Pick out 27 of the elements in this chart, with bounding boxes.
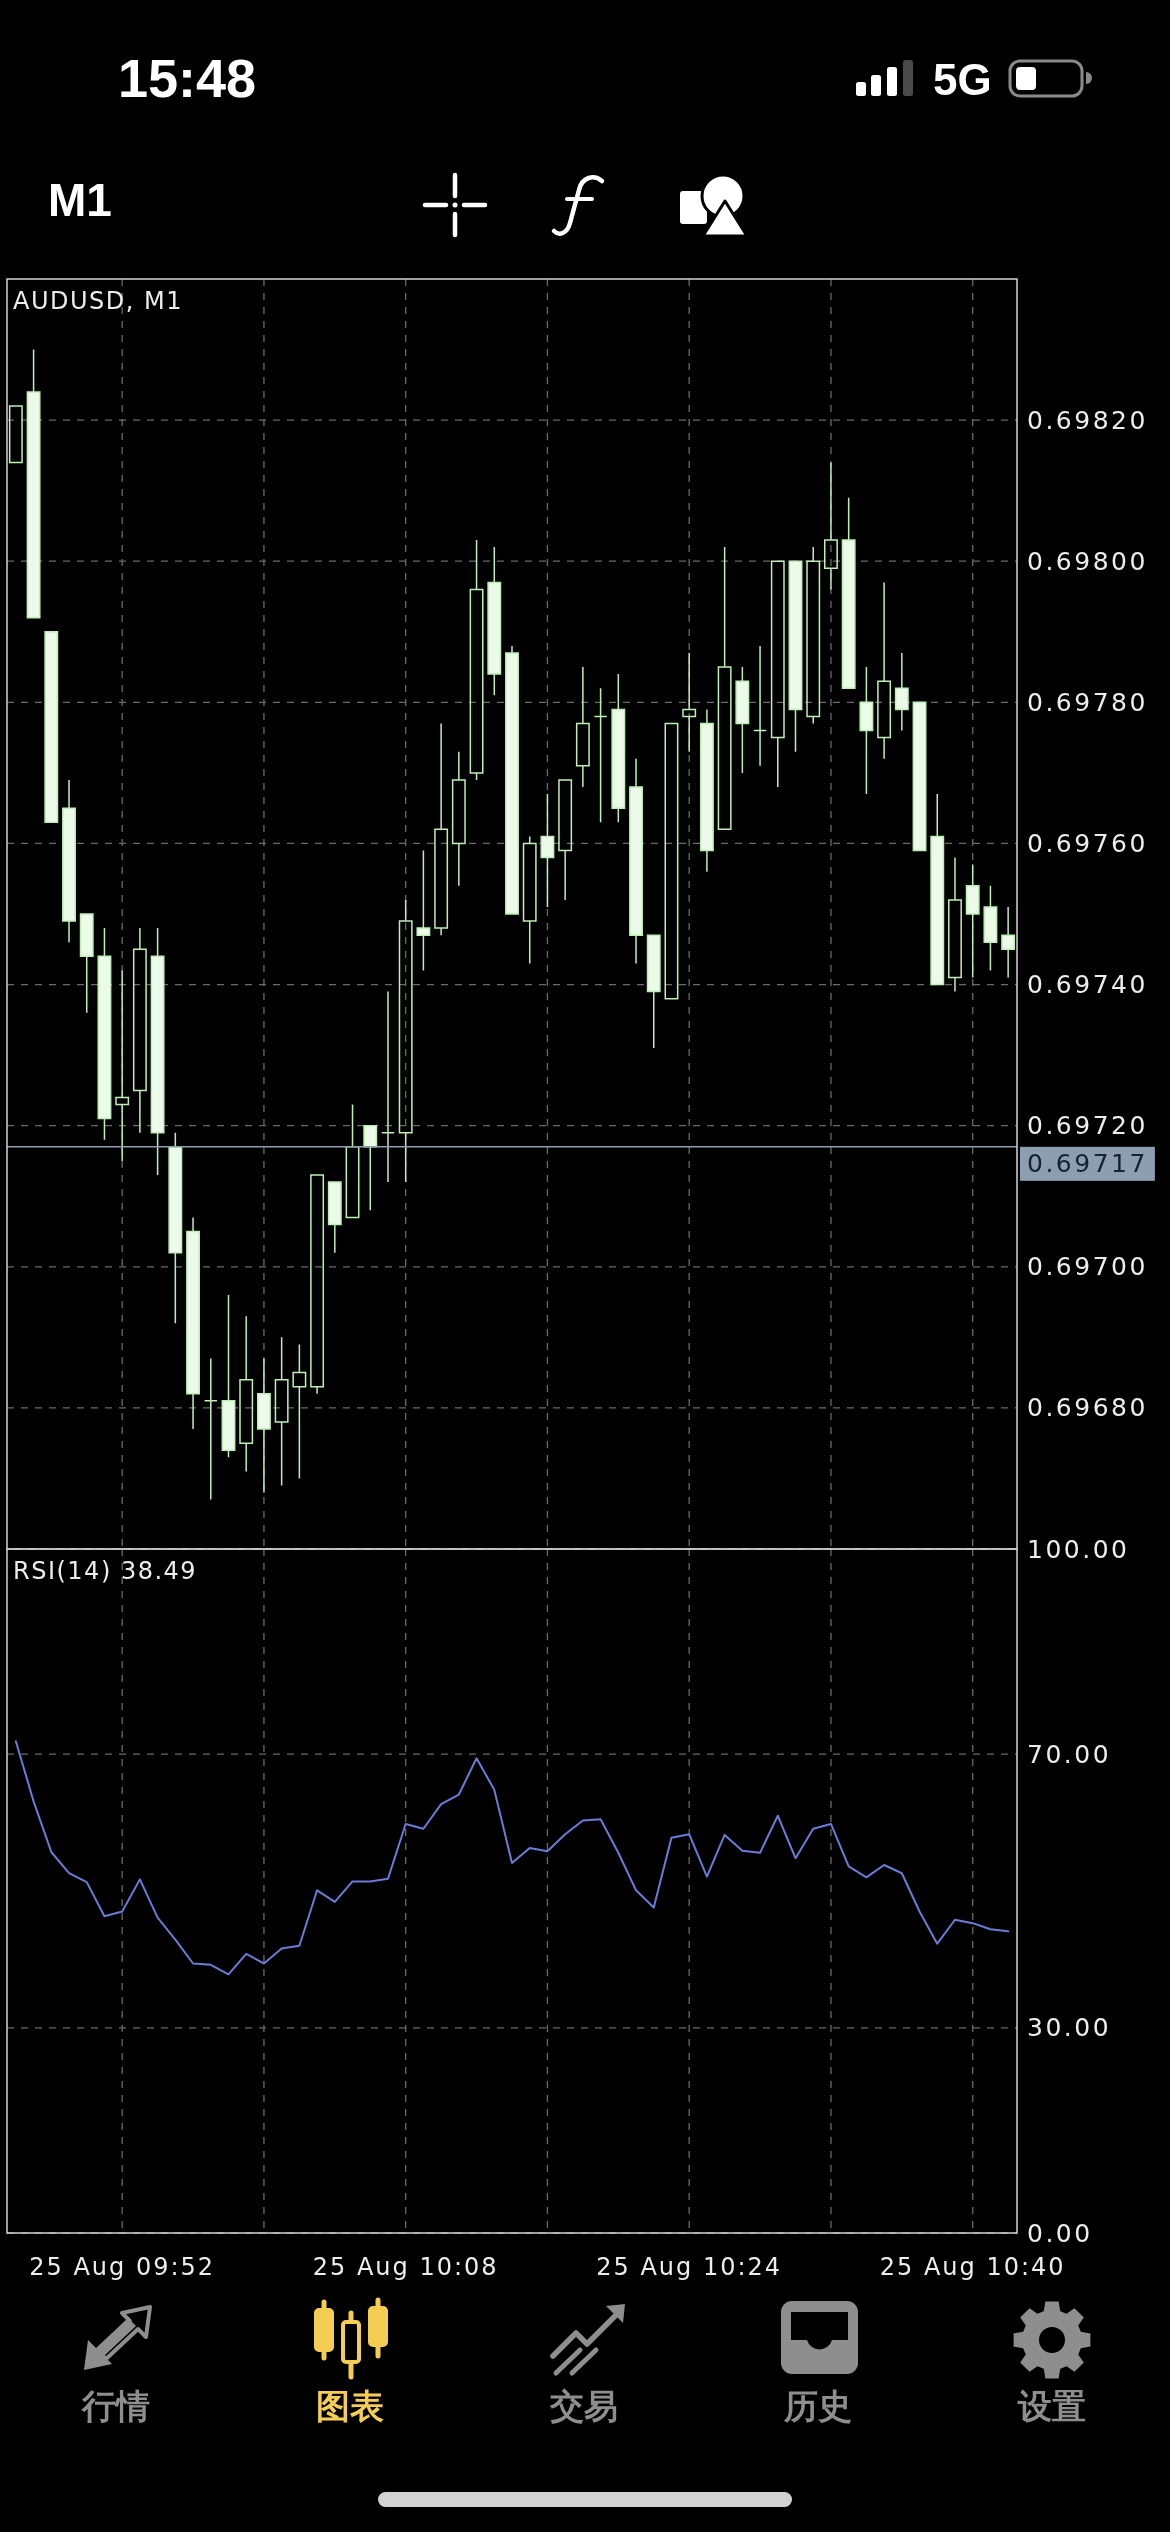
y-tick-label: 0.69740 (1027, 970, 1148, 1000)
y-tick-label: 30.00 (1027, 2013, 1112, 2043)
text: 图表 (316, 2386, 384, 2426)
chart-title: AUDUSD, M1 (13, 287, 183, 315)
chart-title: RSI(14) 38.49 (13, 1557, 198, 1585)
x-tick-label: 25 Aug 10:40 (879, 2253, 1066, 2281)
y-tick-label: 0.69800 (1027, 546, 1148, 576)
y-tick-label: 0.69680 (1027, 1393, 1148, 1423)
text: 5G (933, 55, 992, 104)
y-tick-label: 0.69820 (1027, 405, 1148, 435)
y-tick-label: 0.69720 (1027, 1111, 1148, 1141)
text: 交易 (549, 2386, 618, 2426)
y-tick-label: 0.69780 (1027, 687, 1148, 717)
text: 15:48 (118, 48, 257, 108)
text: 历史 (783, 2386, 852, 2426)
y-tick-label: 0.69760 (1027, 828, 1148, 858)
y-tick-label: 70.00 (1027, 1739, 1112, 1769)
text: 设置 (1017, 2386, 1086, 2426)
x-tick-label: 25 Aug 10:08 (312, 2253, 499, 2281)
y-tick-label: 0.69700 (1027, 1252, 1148, 1282)
ref-line-label: 0.69717 (1027, 1149, 1148, 1179)
y-tick-label: 0.00 (1027, 2218, 1093, 2248)
x-tick-label: 25 Aug 09:52 (29, 2253, 216, 2281)
x-tick-label: 25 Aug 10:24 (596, 2253, 783, 2281)
y-tick-label: 100.00 (1027, 1534, 1130, 1564)
text: 行情 (81, 2386, 150, 2426)
text: M1 (48, 174, 112, 226)
